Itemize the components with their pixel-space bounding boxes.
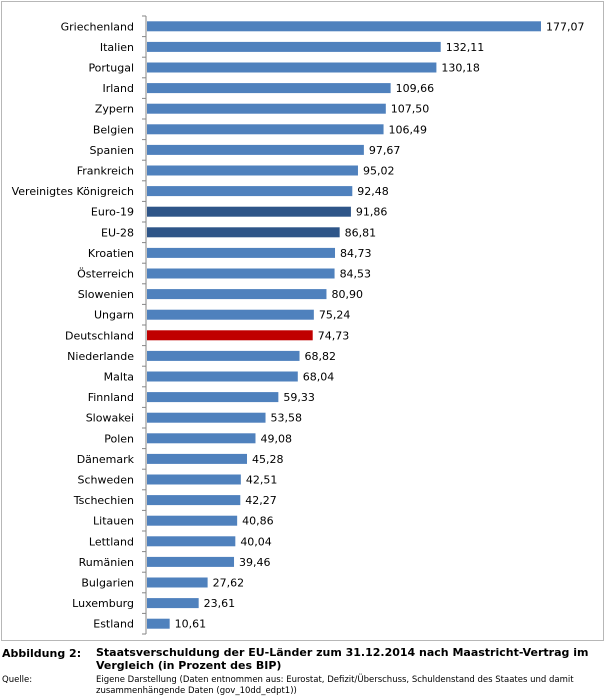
data-label: 92,48 [357, 185, 389, 198]
figure-caption: Abbildung 2: Staatsverschuldung der EU-L… [2, 646, 605, 697]
data-label: 130,18 [441, 62, 480, 75]
bar [147, 41, 441, 52]
bar [147, 124, 384, 135]
bar [147, 515, 238, 526]
category-label: Belgien [93, 123, 134, 136]
data-label: 68,04 [303, 371, 335, 384]
bar [147, 392, 279, 403]
figure-title: Staatsverschuldung der EU-Länder zum 31.… [96, 646, 589, 672]
category-label: Litauen [93, 515, 134, 528]
data-label: 53,58 [271, 412, 303, 425]
figure-label: Abbildung 2: [2, 647, 82, 660]
bar [147, 474, 241, 485]
bar [147, 453, 248, 464]
bar [147, 412, 266, 423]
category-label: Portugal [88, 62, 134, 75]
source-text: Eigene Darstellung (Daten entnommen aus:… [96, 675, 574, 696]
category-label: Dänemark [77, 453, 135, 466]
data-label: 23,61 [204, 597, 236, 610]
bar [147, 144, 364, 155]
bar [147, 289, 327, 300]
category-label: Kroatien [88, 247, 134, 260]
data-label: 95,02 [363, 165, 395, 178]
data-label: 68,82 [305, 350, 337, 363]
data-label: 84,73 [340, 247, 372, 260]
data-label: 74,73 [318, 329, 350, 342]
data-label: 42,51 [246, 474, 278, 487]
category-label: EU-28 [101, 226, 134, 239]
category-label: Spanien [90, 144, 135, 157]
bar [147, 495, 241, 506]
category-label: Deutschland [65, 329, 134, 342]
category-label: Frankreich [77, 165, 134, 178]
data-label: 107,50 [391, 103, 430, 116]
data-label: 10,61 [175, 618, 207, 631]
data-label: 59,33 [283, 391, 315, 404]
data-label: 132,11 [446, 41, 485, 54]
bar [147, 433, 256, 444]
category-label: Vereinigtes Königreich [12, 185, 134, 198]
data-label: 45,28 [252, 453, 284, 466]
bar [147, 309, 314, 320]
data-label: 97,67 [369, 144, 401, 157]
data-label: 84,53 [340, 268, 372, 281]
bar [147, 206, 351, 217]
category-label: Euro-19 [91, 206, 134, 219]
data-label: 91,86 [356, 206, 388, 219]
data-label: 177,07 [546, 20, 585, 33]
category-label: Niederlande [67, 350, 134, 363]
bar [147, 62, 437, 73]
bar-chart: Griechenland 177,07 Italien 132,11 Portugal 1… [12, 15, 585, 635]
category-label: Österreich [77, 268, 134, 281]
bar [147, 598, 199, 609]
category-label: Polen [104, 432, 134, 445]
bar [147, 247, 336, 258]
data-label: 42,27 [245, 494, 277, 507]
category-label: Schweden [78, 474, 135, 487]
bar [147, 21, 541, 32]
category-label: Estland [93, 618, 134, 631]
bar [147, 227, 340, 238]
category-label: Tschechien [73, 494, 134, 507]
bar [147, 83, 391, 94]
data-label: 40,04 [240, 535, 271, 548]
bar [147, 350, 300, 361]
bar [147, 618, 170, 629]
data-label: 75,24 [319, 309, 351, 322]
category-label: Slowakei [86, 412, 134, 425]
data-label: 49,08 [260, 432, 292, 445]
category-label: Rumänien [79, 556, 134, 569]
category-label: Bulgarien [81, 577, 134, 590]
category-label: Ungarn [94, 309, 134, 322]
category-label: Lettland [89, 535, 134, 548]
data-label: 40,86 [242, 515, 273, 528]
chart-frame: Griechenland 177,07 Italien 132,11 Portugal 1… [1, 1, 604, 641]
category-label: Malta [104, 371, 134, 384]
data-label: 86,81 [345, 226, 377, 239]
bar [147, 536, 236, 547]
category-label: Griechenland [61, 20, 134, 33]
source-label: Quelle: [2, 675, 33, 685]
bar [147, 186, 353, 197]
bar [147, 556, 235, 567]
category-label: Irland [102, 82, 134, 95]
data-label: 80,90 [331, 288, 363, 301]
bar [147, 165, 358, 176]
category-label: Slowenien [78, 288, 134, 301]
bar [147, 268, 335, 279]
category-label: Zypern [95, 103, 134, 116]
bar [147, 371, 298, 382]
category-label: Finnland [88, 391, 134, 404]
bar [147, 577, 208, 588]
category-label: Luxemburg [72, 597, 134, 610]
data-label: 27,62 [213, 577, 245, 590]
bar [147, 103, 386, 114]
data-label: 106,49 [389, 123, 428, 136]
bar [147, 330, 313, 341]
data-label: 109,66 [396, 82, 435, 95]
category-label: Italien [100, 41, 134, 54]
data-label: 39,46 [239, 556, 271, 569]
